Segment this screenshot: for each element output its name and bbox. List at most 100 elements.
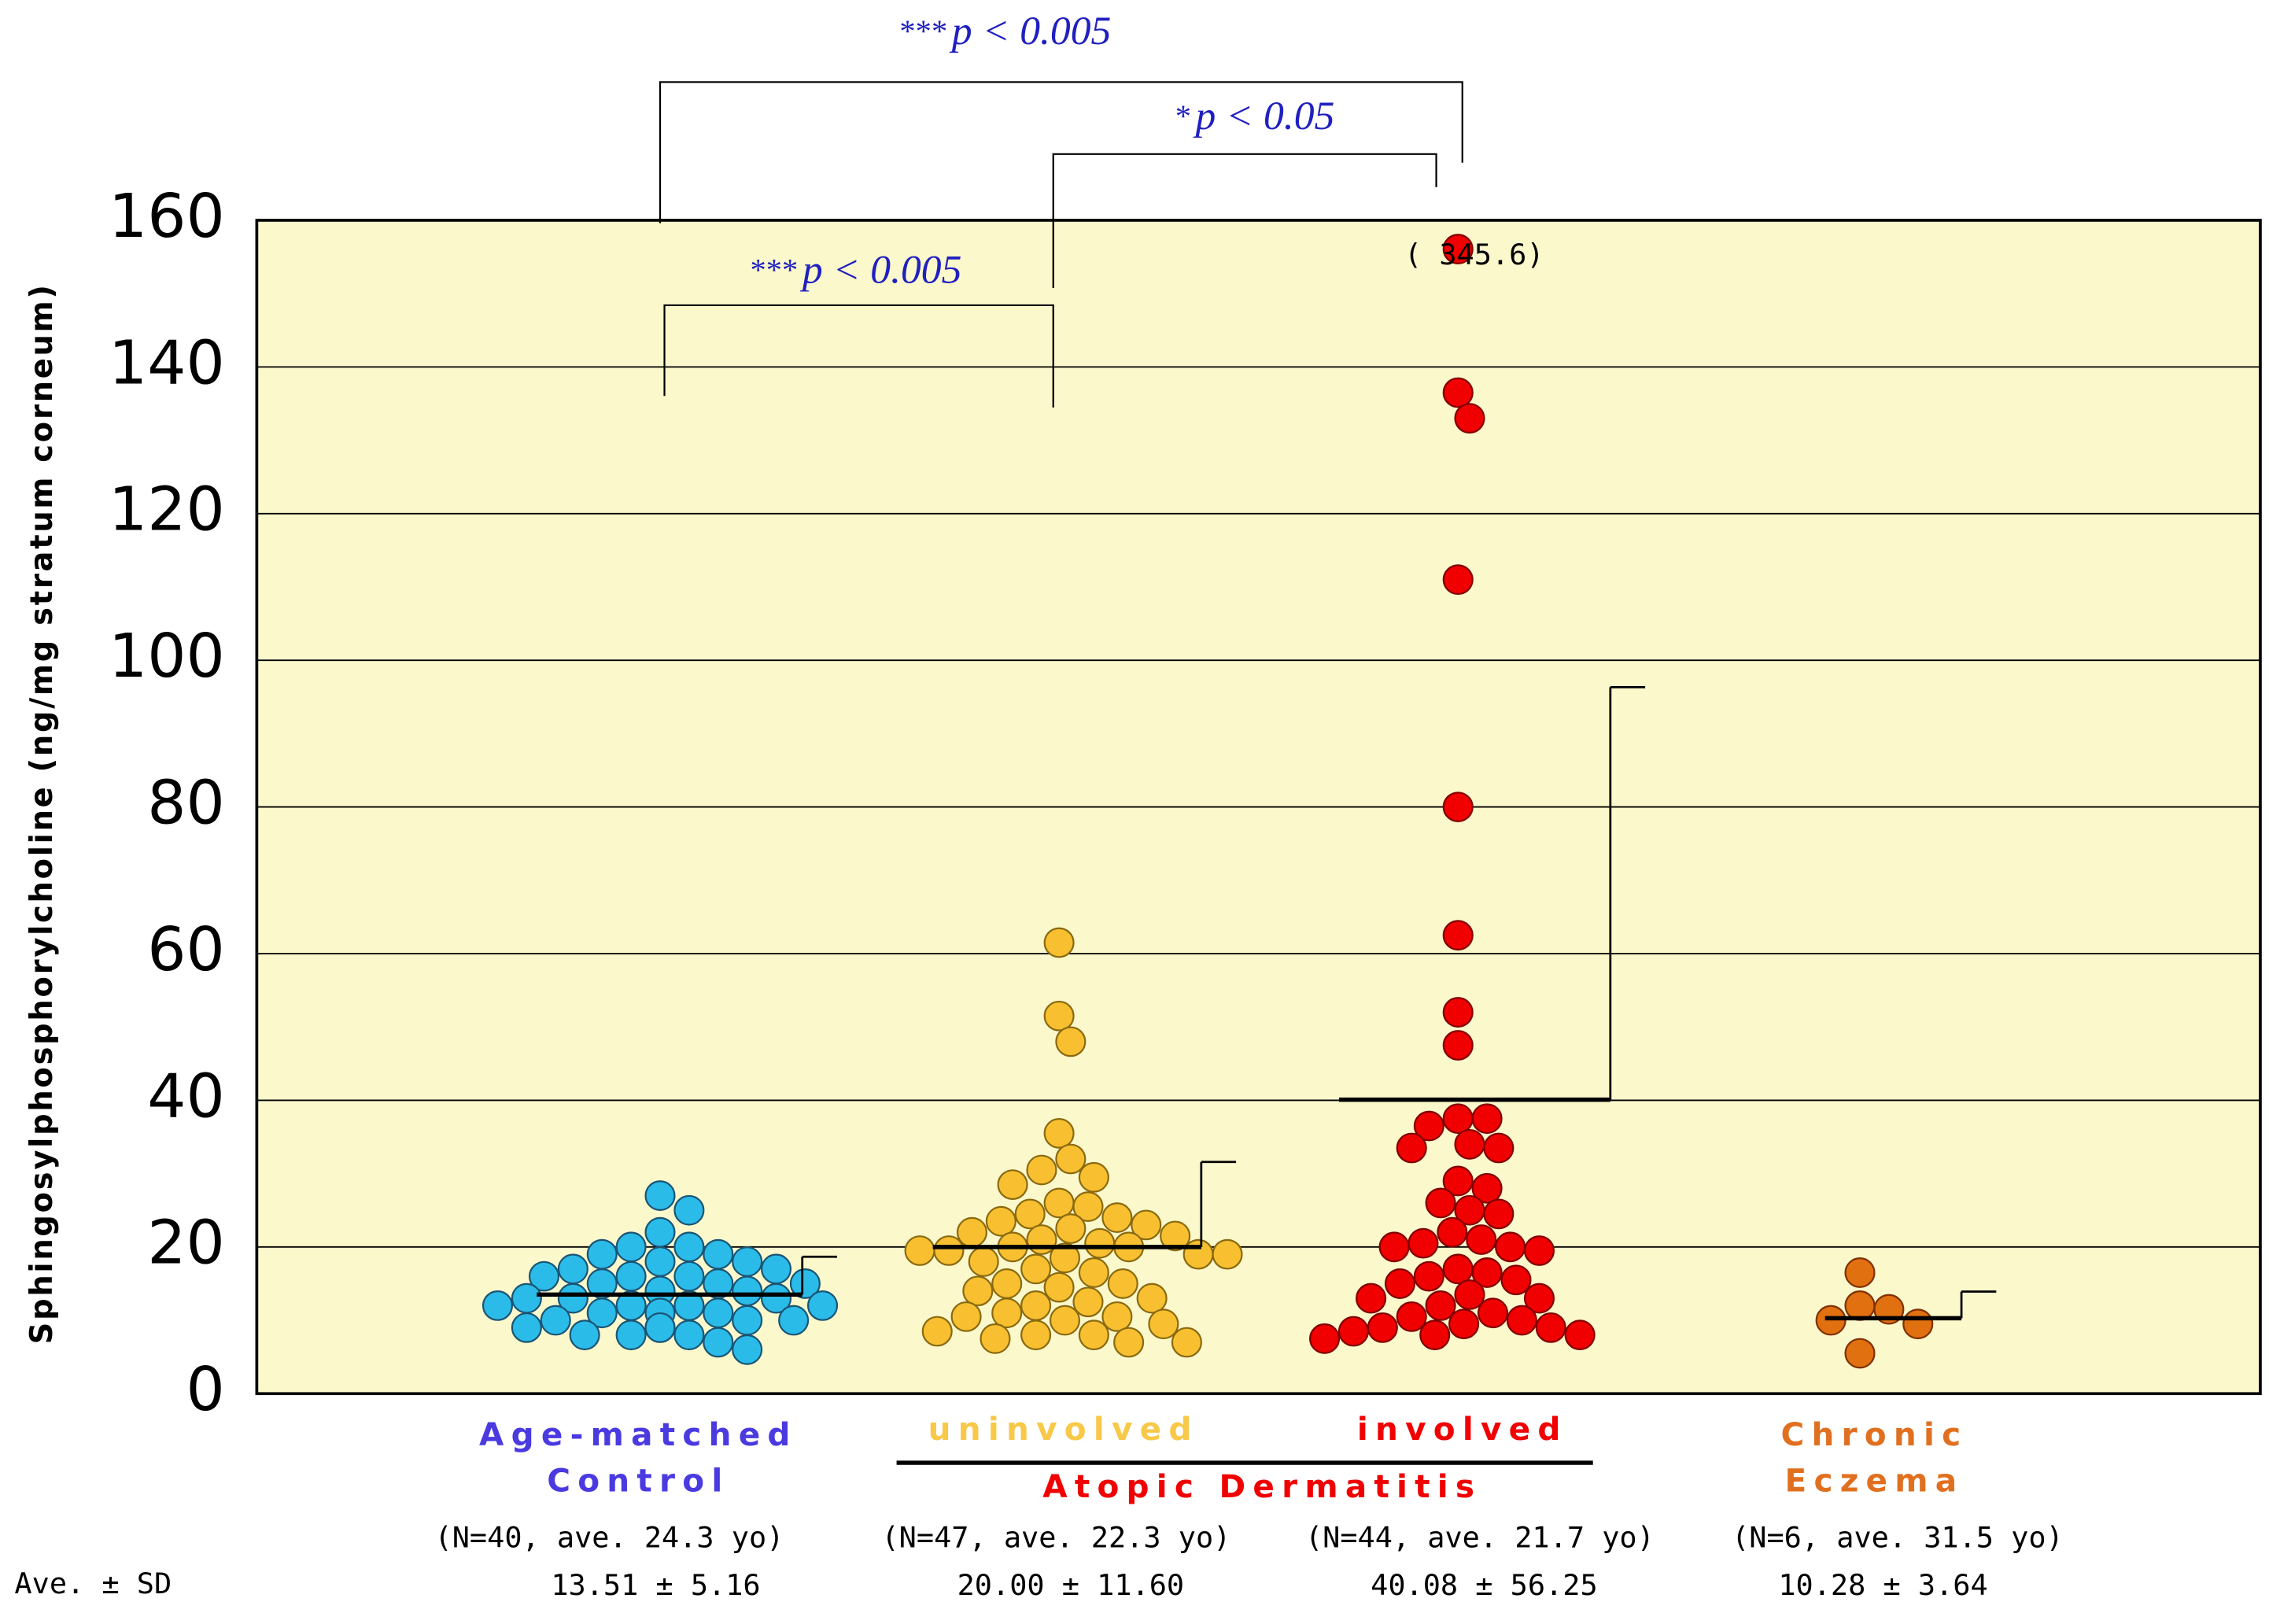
data-point [1049, 1305, 1081, 1336]
data-point [760, 1253, 792, 1285]
data-point [644, 1246, 676, 1277]
data-point [980, 1323, 1011, 1354]
data-point [1020, 1290, 1052, 1321]
data-point [481, 1290, 514, 1321]
group-label: Chronic [1780, 1415, 1968, 1453]
group-n-label: (N=44, ave. 21.7 yo) [1305, 1521, 1655, 1555]
data-point [1844, 1290, 1876, 1321]
data-point [644, 1216, 676, 1248]
data-point [1378, 1231, 1410, 1263]
data-point [921, 1316, 953, 1347]
significance-stars: *** [899, 13, 947, 49]
data-point [528, 1260, 560, 1292]
data-point [760, 1283, 792, 1314]
data-point [1477, 1297, 1509, 1329]
data-point [950, 1301, 982, 1332]
data-point [1471, 1257, 1503, 1288]
data-point [1026, 1224, 1057, 1255]
outlier-point [1442, 234, 1474, 264]
data-point [1055, 1213, 1087, 1244]
data-point [1131, 1209, 1162, 1241]
data-point [1442, 920, 1474, 951]
data-point [1020, 1253, 1052, 1285]
data-point [985, 1205, 1016, 1237]
significance-bracket [1052, 153, 1437, 288]
data-point [1055, 1143, 1087, 1175]
data-point [1437, 1216, 1468, 1248]
data-point [991, 1297, 1023, 1329]
data-point [1425, 1187, 1456, 1219]
data-point [1396, 1301, 1427, 1332]
data-point [997, 1169, 1028, 1200]
data-point [962, 1275, 994, 1307]
data-point [511, 1283, 542, 1314]
data-point [1078, 1161, 1109, 1193]
data-point [703, 1297, 734, 1329]
data-point [1471, 1172, 1503, 1204]
data-point [732, 1305, 763, 1336]
group-n-label: (N=6, ave. 31.5 yo) [1732, 1521, 2064, 1555]
data-point [732, 1334, 763, 1365]
data-point [673, 1320, 705, 1351]
data-point [1506, 1305, 1537, 1336]
group-label: Age-matched [479, 1415, 798, 1453]
data-point [1495, 1231, 1526, 1263]
data-point [557, 1253, 588, 1285]
data-point [615, 1260, 647, 1292]
data-point [540, 1305, 571, 1336]
data-point [956, 1216, 988, 1248]
data-point [1055, 1026, 1087, 1057]
group-stat-label: 13.51 ± 5.16 [551, 1568, 760, 1602]
data-point [1049, 1242, 1081, 1274]
span-label: Atopic Dermatitis [1042, 1467, 1481, 1505]
data-point [1523, 1235, 1555, 1266]
data-point [615, 1231, 647, 1263]
data-point [1078, 1257, 1109, 1288]
significance-label: * p < 0.05 [1175, 94, 1335, 138]
data-point [1425, 1290, 1456, 1321]
data-point [1442, 1030, 1474, 1061]
data-point [1483, 1198, 1515, 1230]
group-stat-label: 40.08 ± 56.25 [1371, 1568, 1597, 1602]
data-point [1171, 1327, 1202, 1358]
data-point [1356, 1283, 1387, 1314]
data-point [1113, 1327, 1145, 1358]
data-point [1844, 1257, 1876, 1288]
data-point [586, 1297, 618, 1329]
group-stat-label: 10.28 ± 3.64 [1778, 1568, 1987, 1602]
y-tick-label: 40 [147, 1061, 225, 1132]
data-point [1367, 1312, 1398, 1343]
data-point [1454, 1128, 1485, 1160]
group-stat-label: 20.00 ± 11.60 [957, 1568, 1184, 1602]
significance-label: *** p < 0.005 [899, 9, 1111, 54]
data-point [673, 1194, 705, 1226]
data-point [557, 1283, 588, 1314]
data-point [1442, 1165, 1474, 1197]
data-point [1448, 1308, 1480, 1340]
data-point [586, 1238, 618, 1270]
data-point [968, 1246, 999, 1277]
data-point [1043, 1000, 1075, 1032]
outlier-label: ( 345.6) [1404, 238, 1544, 271]
y-tick-label: 0 [186, 1354, 225, 1425]
data-point [673, 1260, 705, 1292]
data-point [1454, 1279, 1485, 1310]
significance-bracket [659, 81, 1463, 223]
data-point [1442, 1253, 1474, 1285]
data-point [1043, 1272, 1075, 1303]
data-point [1309, 1323, 1341, 1354]
data-point [904, 1235, 935, 1266]
group-n-label: (N=47, ave. 22.3 yo) [882, 1521, 1231, 1555]
y-tick-label: 60 [147, 914, 225, 985]
data-point [1471, 1103, 1503, 1135]
data-point [1043, 1187, 1075, 1219]
stat-heading: Ave. ± SD [14, 1567, 172, 1600]
group-label: Control [547, 1462, 729, 1500]
data-point [1442, 564, 1474, 596]
data-point [1020, 1320, 1052, 1351]
significance-label: *** p < 0.005 [750, 248, 961, 293]
data-point [1043, 1117, 1075, 1149]
data-point [1413, 1260, 1444, 1292]
data-point [644, 1312, 676, 1343]
data-point [1483, 1132, 1515, 1164]
